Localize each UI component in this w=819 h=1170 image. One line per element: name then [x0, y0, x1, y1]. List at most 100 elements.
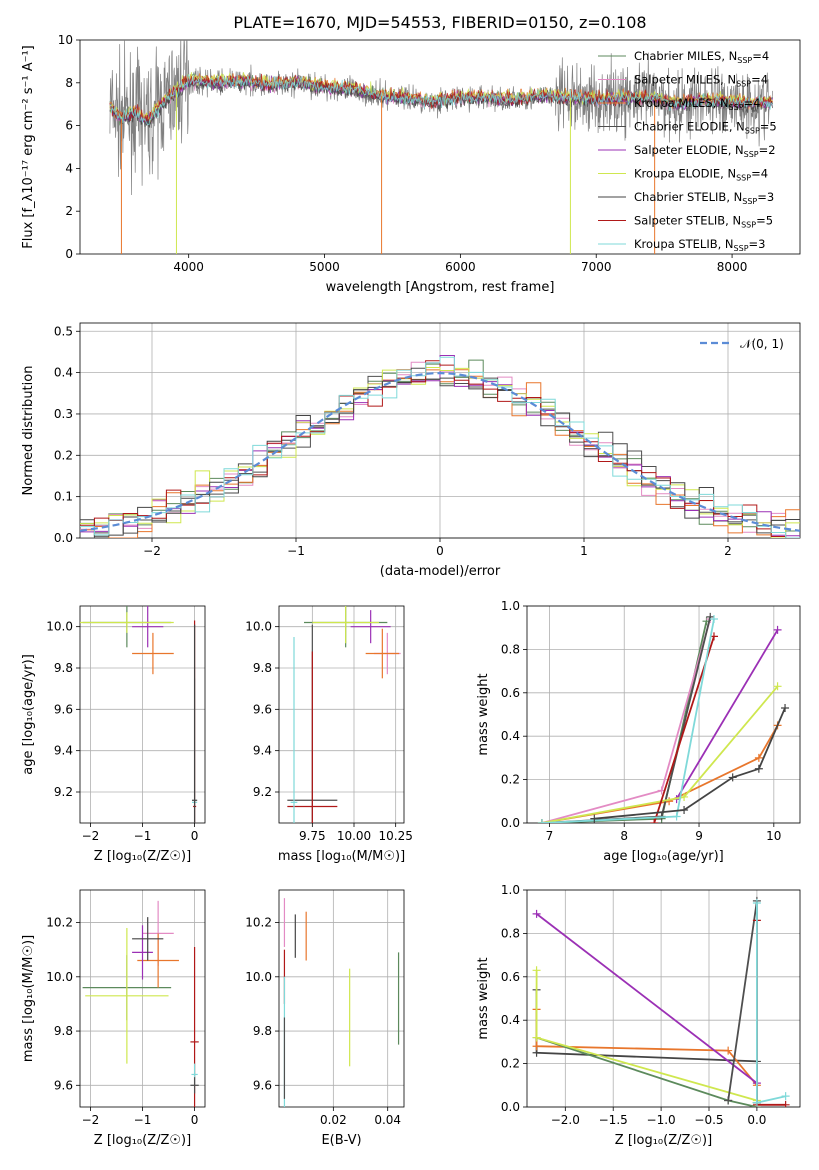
- y-tick-label: 0.2: [54, 448, 73, 462]
- plot-frame: [79, 889, 206, 1108]
- x-tick-label: −2: [143, 544, 161, 558]
- panel-mass-weight-vs-age: 7 8 9 10 0.0 0.2 0.4 0.6 0.8 1.0 age [log₁₀(age/yr…: [476, 599, 801, 864]
- plot-area: [283, 898, 400, 1107]
- y-tick-label: 10.0: [46, 970, 73, 984]
- mass-weight-line: [594, 707, 786, 820]
- x-tick-label: −1.0: [647, 1113, 676, 1127]
- plot-frame: [79, 322, 801, 539]
- y-tick-label: 0.6: [501, 686, 520, 700]
- y-tick-label: 0.4: [501, 1013, 520, 1027]
- mass-weight-point: [672, 812, 681, 821]
- x-axis-label: age [log₁₀(age/yr)]: [603, 849, 724, 864]
- plot-area: [109, 40, 773, 254]
- x-tick-label: 7000: [581, 260, 612, 274]
- x-tick-label: 8000: [717, 260, 748, 274]
- legend-entry: Chabrier ELODIE, NSSP=5: [634, 120, 777, 136]
- y-tick-label: 0.5: [54, 324, 73, 338]
- x-tick-label: 0.02: [320, 1113, 347, 1127]
- figure-title: PLATE=1670, MJD=54553, FIBERID=0150, z=0…: [233, 13, 646, 32]
- panel-age-vs-Z: −2 −1 0 9.2 9.4 9.6 9.8 10.0 Z [log₁₀(Z/Z☉)] age …: [21, 605, 206, 864]
- x-tick-label: 6000: [445, 260, 476, 274]
- mass-weight-point: [773, 625, 782, 634]
- y-tick-label: 9.6: [253, 702, 272, 716]
- x-tick-label: −1: [287, 544, 305, 558]
- plot-frame: [79, 39, 801, 255]
- y-tick-label: 9.8: [253, 661, 272, 675]
- y-tick-label: 9.6: [253, 1078, 272, 1092]
- mass-weight-point: [709, 615, 718, 624]
- model-line-8: [109, 73, 773, 126]
- y-tick-label: 0.4: [54, 366, 73, 380]
- legend: 𝒩(0, 1): [700, 337, 784, 351]
- mass-weight-point: [590, 814, 599, 823]
- mass-weight-point: [781, 703, 790, 712]
- panel-mass-vs-EBV: 0.02 0.04 9.6 9.8 10.0 10.2 E(B-V): [245, 889, 405, 1148]
- y-tick-label: 0.0: [501, 1100, 520, 1114]
- x-tick-label: 0.04: [374, 1113, 401, 1127]
- mass-weight-point: [728, 773, 737, 782]
- legend-entry: Salpeter STELIB, NSSP=5: [634, 214, 773, 230]
- x-tick-label: 0: [191, 1113, 199, 1127]
- y-tick-label: 9.4: [54, 744, 73, 758]
- y-tick-label: 9.8: [54, 1024, 73, 1038]
- y-tick-label: 10.2: [245, 916, 272, 930]
- x-tick-label: −1: [134, 829, 152, 843]
- mass-weight-point: [781, 1092, 790, 1101]
- y-axis-label: Flux [f_λ10⁻¹⁷ erg cm⁻² s⁻¹ A⁻¹]: [21, 45, 36, 249]
- y-tick-label: 0.0: [54, 531, 73, 545]
- x-tick-label: 2: [724, 544, 732, 558]
- x-tick-label: 7: [546, 829, 554, 843]
- mass-weight-line: [536, 913, 758, 1084]
- x-tick-label: −2: [82, 829, 100, 843]
- y-tick-label: 8: [65, 76, 73, 90]
- plot-area: [82, 900, 199, 1107]
- x-tick-label: 0: [436, 544, 444, 558]
- mass-weight-point: [537, 819, 546, 823]
- y-tick-label: 0.2: [501, 773, 520, 787]
- y-tick-label: 0.1: [54, 490, 73, 504]
- y-tick-label: 0.0: [501, 816, 520, 830]
- mass-weight-point: [532, 1033, 541, 1042]
- x-axis-label: Z [log₁₀(Z/Z☉)]: [94, 1133, 191, 1148]
- y-tick-label: 1.0: [501, 883, 520, 897]
- x-tick-label: 9.75: [299, 829, 326, 843]
- x-axis-label: Z [log₁₀(Z/Z☉)]: [615, 1133, 712, 1148]
- panel-age-vs-mass: 9.75 10.00 10.25 9.2 9.4 9.6 9.8 10.0 mass [log₁…: [245, 605, 413, 864]
- mass-weight-line: [756, 920, 786, 1106]
- plot-area: [532, 896, 790, 1107]
- x-tick-label: 0: [191, 829, 199, 843]
- x-axis-label: Z [log₁₀(Z/Z☉)]: [94, 849, 191, 864]
- y-axis-label: Normed distribution: [21, 366, 36, 496]
- legend-entry: Salpeter ELODIE, NSSP=2: [634, 143, 776, 159]
- legend-entry: Chabrier STELIB, NSSP=3: [634, 190, 774, 206]
- legend: Chabrier MILES, NSSP=4 Salpeter MILES, NS…: [598, 49, 777, 253]
- mass-weight-point: [724, 1046, 733, 1055]
- model-line-3: [109, 75, 773, 128]
- panel-mass-weight-vs-Z: −2.0 −1.5 −1.0 −0.5 0.0 0.0 0.2 0.4 0.6 0.8 1.0 Z […: [476, 883, 801, 1148]
- x-tick-label: 10.25: [378, 829, 412, 843]
- x-tick-label: −2: [82, 1113, 100, 1127]
- y-tick-label: 10.2: [46, 916, 73, 930]
- x-tick-label: 1: [580, 544, 588, 558]
- mass-weight-point: [752, 899, 761, 908]
- y-tick-label: 9.8: [253, 1024, 272, 1038]
- y-tick-label: 9.2: [54, 785, 73, 799]
- normal-curve: [80, 371, 800, 532]
- x-tick-label: −1: [134, 1113, 152, 1127]
- mass-weight-point: [724, 1096, 733, 1105]
- y-tick-label: 0: [65, 247, 73, 261]
- y-tick-label: 9.6: [54, 702, 73, 716]
- y-tick-label: 0.2: [501, 1057, 520, 1071]
- mass-weight-point: [680, 805, 689, 814]
- y-tick-label: 0.6: [501, 970, 520, 984]
- y-tick-label: 10.0: [46, 620, 73, 634]
- plot-area: [80, 606, 198, 823]
- x-tick-label: −0.5: [694, 1113, 723, 1127]
- y-tick-label: 0.3: [54, 407, 73, 421]
- plot-area: [80, 355, 800, 538]
- y-tick-label: 9.8: [54, 661, 73, 675]
- mass-weight-point: [665, 797, 674, 806]
- y-tick-label: 0.8: [501, 642, 520, 656]
- x-tick-label: 4000: [173, 260, 204, 274]
